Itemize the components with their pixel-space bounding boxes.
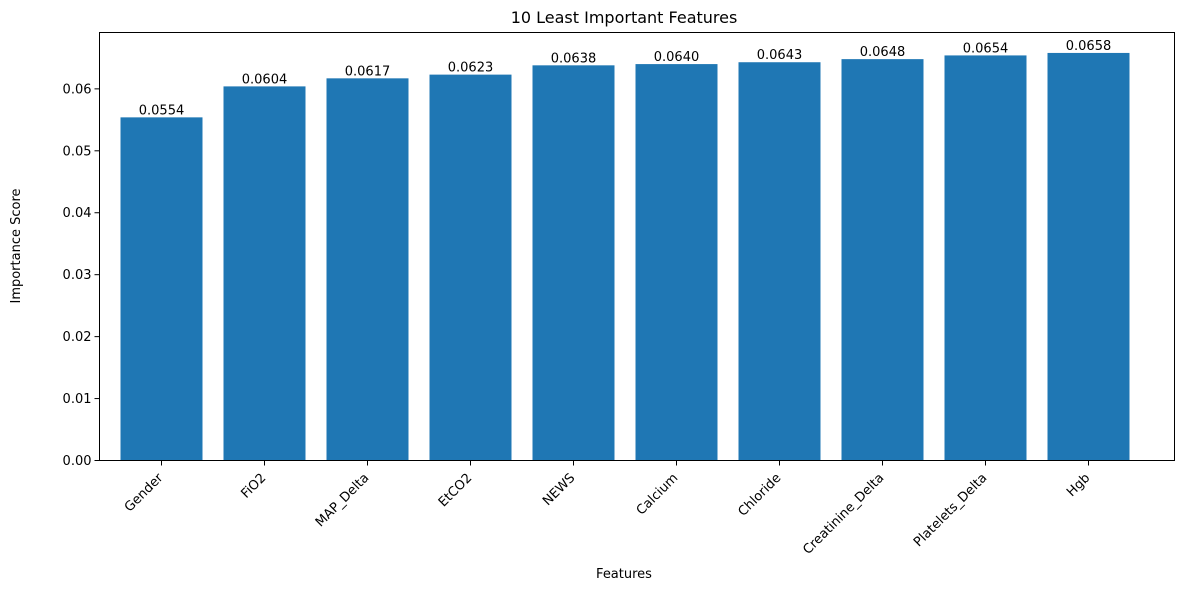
data-label: 0.0638 (551, 51, 597, 66)
data-label: 0.0617 (345, 64, 391, 79)
data-label: 0.0554 (139, 103, 185, 118)
x-tick-label: Creatinine_Delta (800, 471, 887, 558)
x-tick-label: Calcium (634, 471, 682, 519)
x-tick-label: Chloride (735, 471, 784, 520)
y-tick-label: 0.03 (63, 268, 92, 283)
data-label: 0.0640 (654, 50, 700, 65)
data-label: 0.0654 (963, 41, 1009, 56)
y-tick-label: 0.00 (63, 454, 92, 469)
bar (1047, 52, 1130, 461)
y-tick-label: 0.06 (63, 82, 92, 97)
plot-frame (99, 32, 1175, 461)
bar (429, 74, 512, 461)
x-axis-label: Features (596, 567, 652, 582)
x-tick-label: Gender (122, 470, 167, 515)
data-label: 0.0648 (860, 45, 906, 60)
data-label: 0.0604 (242, 72, 288, 87)
bar (326, 78, 409, 461)
data-label: 0.0658 (1066, 39, 1112, 54)
chart-title: 10 Least Important Features (511, 8, 738, 27)
data-label: 0.0643 (757, 48, 803, 63)
bar (738, 62, 821, 461)
bar (635, 64, 718, 461)
bar (841, 59, 924, 461)
x-tick-label: NEWS (540, 471, 578, 509)
x-tick-label: Platelets_Delta (911, 471, 990, 550)
x-tick-label: MAP_Delta (313, 471, 372, 530)
data-label: 0.0623 (448, 61, 494, 76)
bar (944, 55, 1027, 461)
y-tick-label: 0.05 (63, 144, 92, 159)
x-tick-label: Hgb (1064, 471, 1093, 500)
x-tick-label: FiO2 (238, 471, 269, 502)
bar (532, 65, 615, 461)
y-tick-label: 0.01 (63, 392, 92, 407)
bar (223, 86, 306, 461)
bars-group: 0.0554 0.0604 0.0617 0.0623 0.0638 0.0640 0.06… (120, 39, 1130, 461)
y-tick-label: 0.04 (63, 206, 92, 221)
bar (120, 117, 203, 461)
x-tick-label: EtCO2 (436, 471, 476, 511)
y-tick-label: 0.02 (63, 330, 92, 345)
y-axis-label: Importance Score (9, 188, 24, 303)
